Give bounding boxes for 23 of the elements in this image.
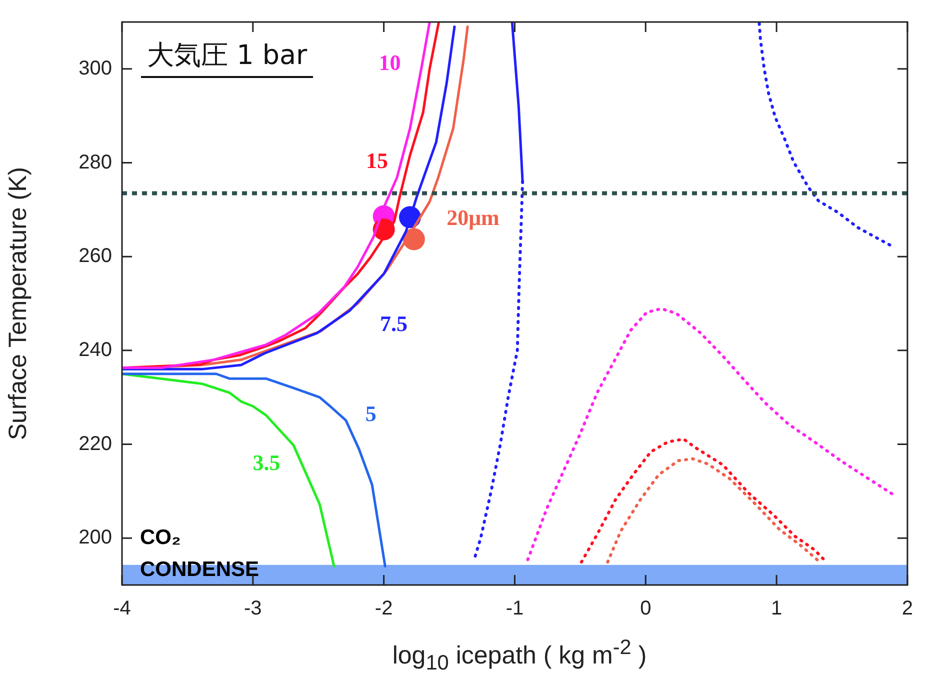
- band-label: CO₂ CONDENSE: [140, 526, 260, 581]
- y-tick-label: 280: [78, 151, 112, 174]
- series-label: 5: [365, 401, 376, 426]
- x-tick-label: 2: [902, 598, 913, 620]
- series-label: 3.5: [252, 450, 280, 475]
- y-tick-label: 260: [78, 245, 112, 268]
- series-label: 7.5: [380, 311, 408, 336]
- annotation: 大気圧 1 bar: [141, 40, 314, 78]
- x-tick-label: -3: [244, 598, 262, 620]
- x-tick-label: 0: [640, 598, 652, 620]
- y-tick-label: 220: [78, 432, 112, 455]
- x-tick-label: -2: [374, 598, 393, 620]
- y-tick-label: 200: [78, 526, 112, 549]
- series-label: 20μm: [446, 204, 500, 230]
- x-tick-label: 1: [770, 598, 782, 620]
- series-label: 10: [378, 50, 401, 75]
- y-tick-label: 300: [78, 57, 112, 80]
- x-axis-title: log$_{10}$ icepath ( kg m$^{-2}$ ): [391, 636, 648, 676]
- y-axis-title: Surface Temperature (K): [4, 166, 32, 440]
- x-tick-label: -4: [113, 598, 131, 620]
- y-tick-label: 240: [78, 338, 112, 361]
- x-tick-label: -1: [506, 598, 524, 620]
- series-label: 15: [366, 148, 388, 173]
